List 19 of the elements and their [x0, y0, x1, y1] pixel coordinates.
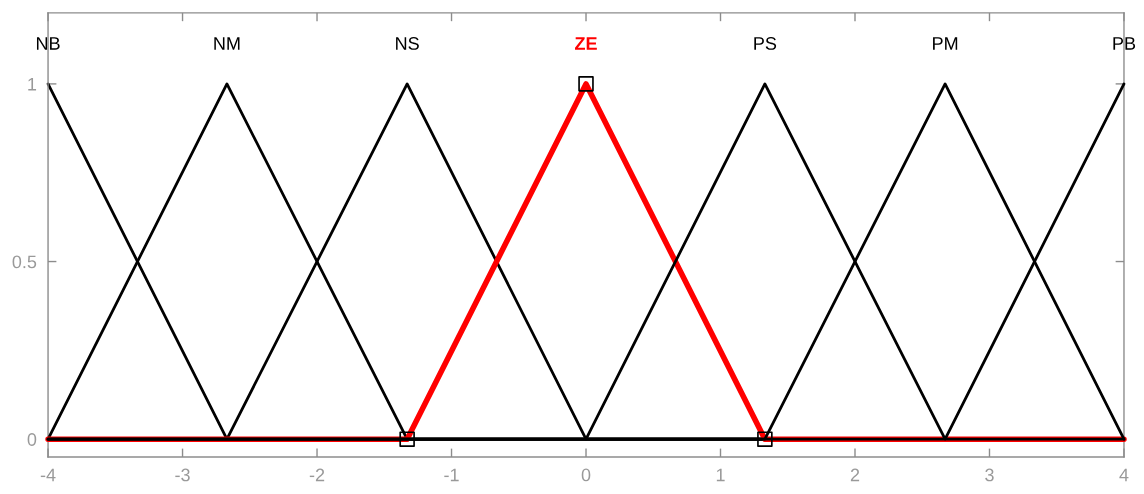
x-tick-label: -4 [40, 468, 56, 482]
x-tick-label: -3 [175, 468, 190, 482]
x-tick-label: 1 [716, 468, 725, 482]
x-tick-label: 4 [1119, 468, 1129, 482]
text: PM [933, 37, 958, 50]
text: NM [214, 37, 240, 50]
series-label: PS [754, 37, 777, 50]
x-tick-label: 3 [985, 468, 994, 482]
series-label: PB [1113, 37, 1136, 50]
series-label: NS [396, 37, 419, 50]
series-label: ZE [575, 37, 597, 50]
y-tick-label: 0 [27, 433, 37, 446]
x-tick-label: 0 [581, 468, 591, 482]
y-tick-label: 0.5 [12, 255, 37, 269]
x-tick-label: -2 [309, 468, 325, 482]
x-tick-label: -1 [444, 468, 459, 482]
x-tick-label: 2 [850, 468, 860, 482]
series-label: NB [36, 37, 60, 50]
y-tick-label: 1 [28, 78, 37, 91]
